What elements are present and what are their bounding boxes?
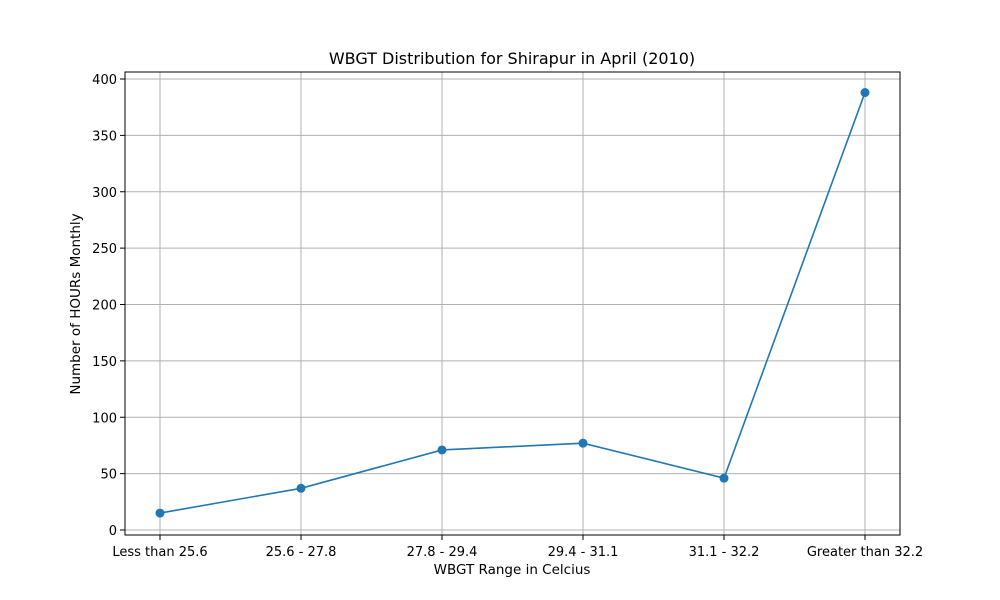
data-point: [437, 445, 447, 455]
y-tick-label: 400: [92, 73, 117, 88]
y-tick-label: 150: [92, 355, 117, 370]
data-point: [578, 438, 588, 448]
y-tick-label: 50: [100, 468, 117, 483]
y-tick-label: 300: [92, 186, 117, 201]
data-point: [296, 483, 306, 493]
x-tick-label: Greater than 32.2: [807, 545, 923, 560]
x-axis-label: WBGT Range in Celcius: [434, 562, 591, 578]
x-tick-label: 27.8 - 29.4: [407, 545, 478, 560]
series: [155, 88, 870, 518]
y-tick-label: 250: [92, 242, 117, 257]
x-tick-label: 31.1 - 32.2: [689, 545, 760, 560]
plot-area-frame: [124, 71, 901, 536]
data-point: [860, 88, 870, 98]
x-tick-label: 25.6 - 27.8: [266, 545, 337, 560]
series-line: [159, 92, 866, 514]
y-tick-label: 0: [109, 524, 117, 539]
chart-title: WBGT Distribution for Shirapur in April …: [329, 49, 695, 68]
data-point: [719, 473, 729, 483]
grid: [125, 72, 900, 535]
y-axis-label: Number of HOURs Monthly: [68, 213, 84, 394]
data-point: [155, 508, 165, 518]
x-tick-label: Less than 25.6: [112, 545, 207, 560]
y-tick-label: 200: [92, 299, 117, 314]
y-tick-label: 350: [92, 129, 117, 144]
y-tick-label: 100: [92, 411, 117, 426]
axis-ticks: Less than 25.6 25.6 - 27.8 27.8 - 29.4 29.4…: [92, 73, 923, 560]
x-tick-label: 29.4 - 31.1: [548, 545, 619, 560]
